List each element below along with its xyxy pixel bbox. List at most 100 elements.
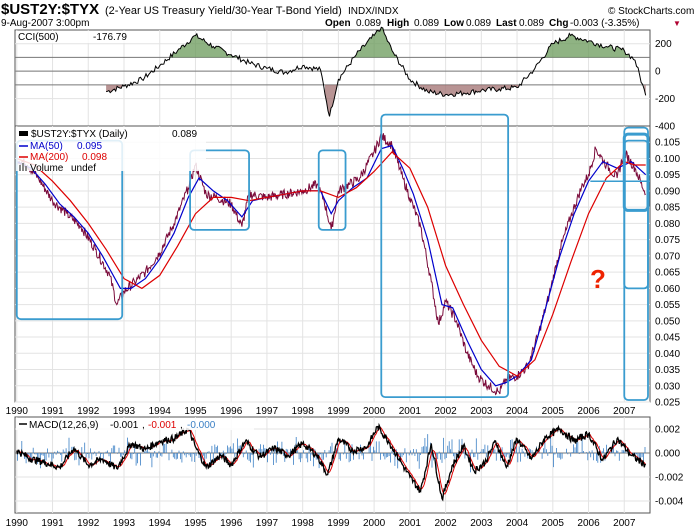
macd-x-tick-label: 1992	[77, 518, 100, 529]
macd-x-tick-label: 2005	[542, 518, 565, 529]
cci-fill-above	[170, 27, 632, 58]
macd-x-tick-label: 2004	[506, 518, 529, 529]
price-x-tick-label: 2005	[542, 406, 565, 417]
open-value: 0.089	[356, 18, 381, 29]
price-x-tick-label: 2000	[363, 406, 386, 417]
price-grid	[15, 126, 650, 403]
macd-x-tick-label: 2007	[613, 518, 636, 529]
chg-down-icon: ▼	[673, 19, 681, 28]
price-x-ticks: 1990 1991 1992 1993 1994 1995 1996 1997 1998 1999…	[6, 406, 636, 417]
macd-tick-label: -0.002	[655, 473, 684, 484]
price-tick-label: 0.025	[655, 398, 680, 409]
legend-volume-value: undef	[71, 163, 96, 174]
macd-frame	[14, 416, 651, 514]
macd-tick-label: 0.002	[655, 425, 680, 436]
cci-value: -176.79	[93, 32, 127, 43]
chart-exchange: INDX/INDX	[348, 6, 399, 17]
highlight-box	[380, 113, 510, 399]
macd-x-tick-label: 2006	[577, 518, 600, 529]
macd-label: MACD(12,26,9)	[29, 420, 98, 431]
chart-date: 9-Aug-2007 3:00pm	[1, 18, 89, 29]
source-credit: © StockCharts.com	[608, 6, 694, 17]
macd-x-tick-label: 1997	[256, 518, 279, 529]
macd-x-ticks: 1990 1991 1992 1993 1994 1995 1996 1997 1998 1999…	[6, 518, 636, 529]
open-label: Open	[325, 18, 351, 29]
highlight-box	[189, 149, 250, 231]
macd-x-tick-label: 1993	[113, 518, 136, 529]
price-x-tick-label: 2006	[577, 406, 600, 417]
macd-x-tick-label: 2002	[434, 518, 457, 529]
price-tick-label: 0.080	[655, 219, 680, 230]
quote-strip: Open 0.089 High 0.089 Low 0.089 Last 0.0…	[325, 18, 681, 29]
price-tick-label: 0.045	[655, 333, 680, 344]
legend-ma50-value: 0.095	[77, 141, 102, 152]
macd-x-tick-label: 1995	[184, 518, 207, 529]
macd-x-tick-label: 1991	[41, 518, 64, 529]
price-tick-label: 0.030	[655, 381, 680, 392]
price-x-tick-label: 1994	[149, 406, 172, 417]
ma200-line	[16, 151, 646, 377]
price-x-tick-label: 1993	[113, 406, 136, 417]
price-tick-label: 0.070	[655, 251, 680, 262]
macd-x-tick-label: 1999	[327, 518, 350, 529]
cci-line	[105, 26, 647, 117]
last-value: 0.089	[519, 18, 544, 29]
price-legend: $UST2Y:$TYX (Daily) 0.089 MA(50) 0.095 M…	[16, 127, 206, 174]
legend-ma200-label: MA(200)	[30, 152, 68, 163]
cci-label: CCI(500)	[18, 32, 59, 43]
price-x-tick-label: 1992	[77, 406, 100, 417]
macd-plot	[15, 422, 650, 502]
price-tick-label: 0.090	[655, 186, 680, 197]
chart-description: (2-Year US Treasury Yield/30-Year T-Bond…	[105, 5, 342, 17]
price-x-tick-label: 1995	[184, 406, 207, 417]
macd-line	[16, 422, 647, 502]
price-x-tick-label: 1991	[41, 406, 64, 417]
cci-tick-label: 200	[655, 39, 672, 50]
price-tick-label: 0.095	[655, 170, 680, 181]
macd-hist-value: -0.000	[187, 420, 216, 431]
high-label: High	[387, 18, 409, 29]
price-tick-label: 0.040	[655, 349, 680, 360]
price-tick-label: 0.105	[655, 138, 680, 149]
cci-tick-label: -200	[655, 94, 675, 105]
macd-y-ticks: 0.002 0.000 -0.002 -0.004	[655, 425, 684, 508]
highlight-boxes	[15, 113, 650, 401]
macd-x-tick-label: 2001	[399, 518, 422, 529]
cci-tick-label: -400	[655, 122, 675, 133]
price-x-tick-label: 2002	[434, 406, 457, 417]
macd-signal-value: -0.001	[148, 420, 177, 431]
high-value: 0.089	[414, 18, 439, 29]
macd-sep-1: ,	[142, 420, 145, 431]
macd-x-tick-label: 1998	[292, 518, 315, 529]
macd-x-tick-label: 2000	[363, 518, 386, 529]
macd-value: -0.001	[110, 420, 139, 431]
last-label: Last	[496, 18, 517, 29]
price-x-tick-label: 2004	[506, 406, 529, 417]
price-panel: 0.105 0.100 0.095 0.090 0.085 0.080 0.075 0.070…	[6, 113, 680, 417]
price-tick-label: 0.100	[655, 154, 680, 165]
price-x-tick-label: 2001	[399, 406, 422, 417]
highlight-box	[317, 149, 347, 231]
cci-tick-label: 0	[655, 67, 661, 78]
macd-x-tick-label: 1990	[6, 518, 29, 529]
legend-price-value: 0.089	[172, 129, 197, 140]
cci-y-ticks: 200 0 -200 -400	[655, 39, 675, 132]
macd-signal-line	[16, 426, 647, 495]
price-tick-label: 0.075	[655, 235, 680, 246]
volume-icon	[19, 163, 27, 171]
ma50-line	[16, 144, 647, 387]
price-tick-label: 0.065	[655, 268, 680, 279]
price-x-tick-label: 1998	[292, 406, 315, 417]
macd-tick-label: 0.000	[655, 449, 680, 460]
price-x-tick-label: 1999	[327, 406, 350, 417]
price-x-tick-label: 1990	[6, 406, 29, 417]
macd-x-tick-label: 1994	[149, 518, 172, 529]
low-value: 0.089	[466, 18, 491, 29]
cci-plot	[15, 26, 650, 117]
price-x-tick-label: 2007	[613, 406, 636, 417]
price-tick-label: 0.060	[655, 284, 680, 295]
price-x-tick-label: 1996	[220, 406, 243, 417]
macd-tick-label: -0.004	[655, 497, 684, 508]
price-y-ticks: 0.105 0.100 0.095 0.090 0.085 0.080 0.075 0.070…	[655, 138, 680, 409]
